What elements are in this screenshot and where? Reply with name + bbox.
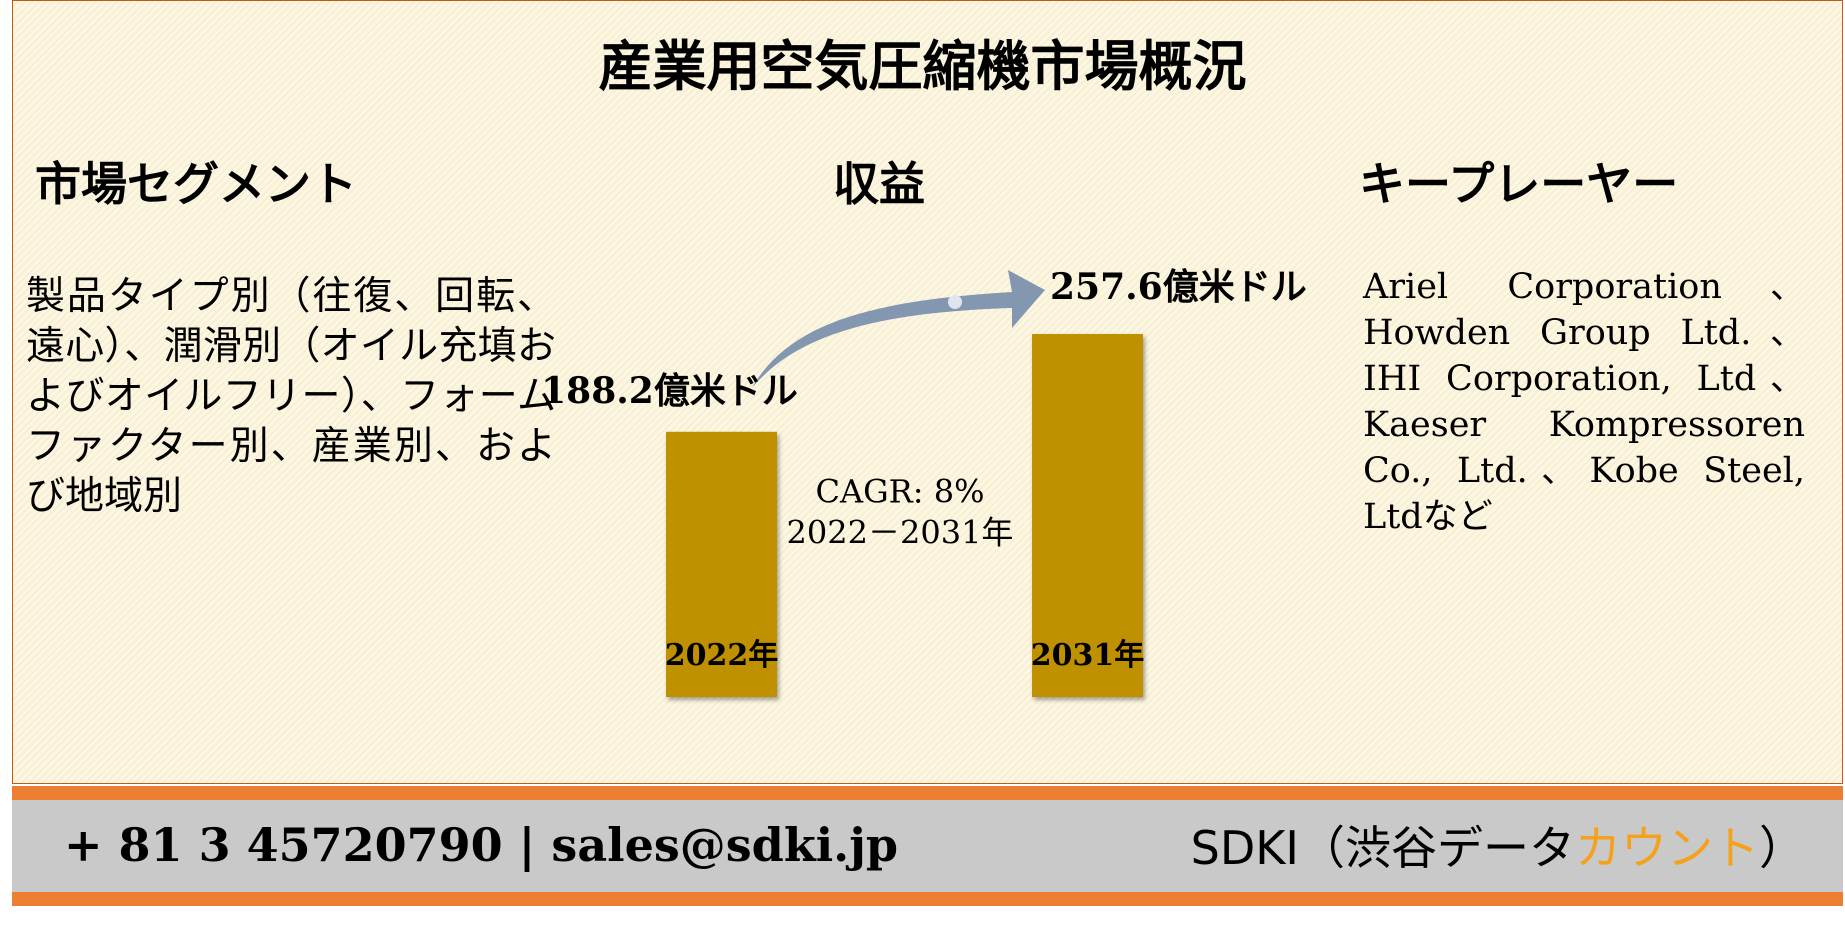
bar <box>666 431 777 697</box>
arrow-dot <box>948 295 962 309</box>
footer-stripe <box>12 786 1843 800</box>
cagr: CAGR: 8% <box>816 473 985 511</box>
brand-name: SDKI（渋谷データ <box>1190 821 1575 875</box>
section-heading: 収益 <box>833 157 925 211</box>
segment-text: 製品タイプ別（往復、回転、遠心）、潤滑別（オイル充填およびオイルフリー）、フォー… <box>26 274 556 519</box>
contact: + 81 3 45720790 | sales@sdki.jp <box>64 818 898 872</box>
panel <box>12 0 1843 784</box>
bar-category: 2022年 <box>665 638 779 673</box>
growth-arrow <box>752 270 1045 388</box>
value-label: 188.2億米ドル <box>541 370 798 412</box>
section-heading: キープレーヤー <box>1359 157 1679 211</box>
players-text: Ariel Corporation、Howden Group Ltd.、IHI … <box>1363 267 1805 537</box>
value-label: 257.6億米ドル <box>1050 266 1307 308</box>
section-heading: 市場セグメント <box>35 157 357 211</box>
footer-stripe <box>12 892 1843 906</box>
brand-end: ） <box>1759 821 1805 875</box>
cagr-period: 2022－2031年 <box>787 514 1014 552</box>
brand-accent: カウント <box>1575 821 1759 875</box>
brand: SDKI（渋谷データカウント） <box>1191 812 1805 878</box>
bar-category: 2031年 <box>1031 638 1145 673</box>
footer <box>12 800 1843 892</box>
bar <box>1032 334 1143 697</box>
page-title: 産業用空気圧縮機市場概況 <box>598 34 1247 98</box>
